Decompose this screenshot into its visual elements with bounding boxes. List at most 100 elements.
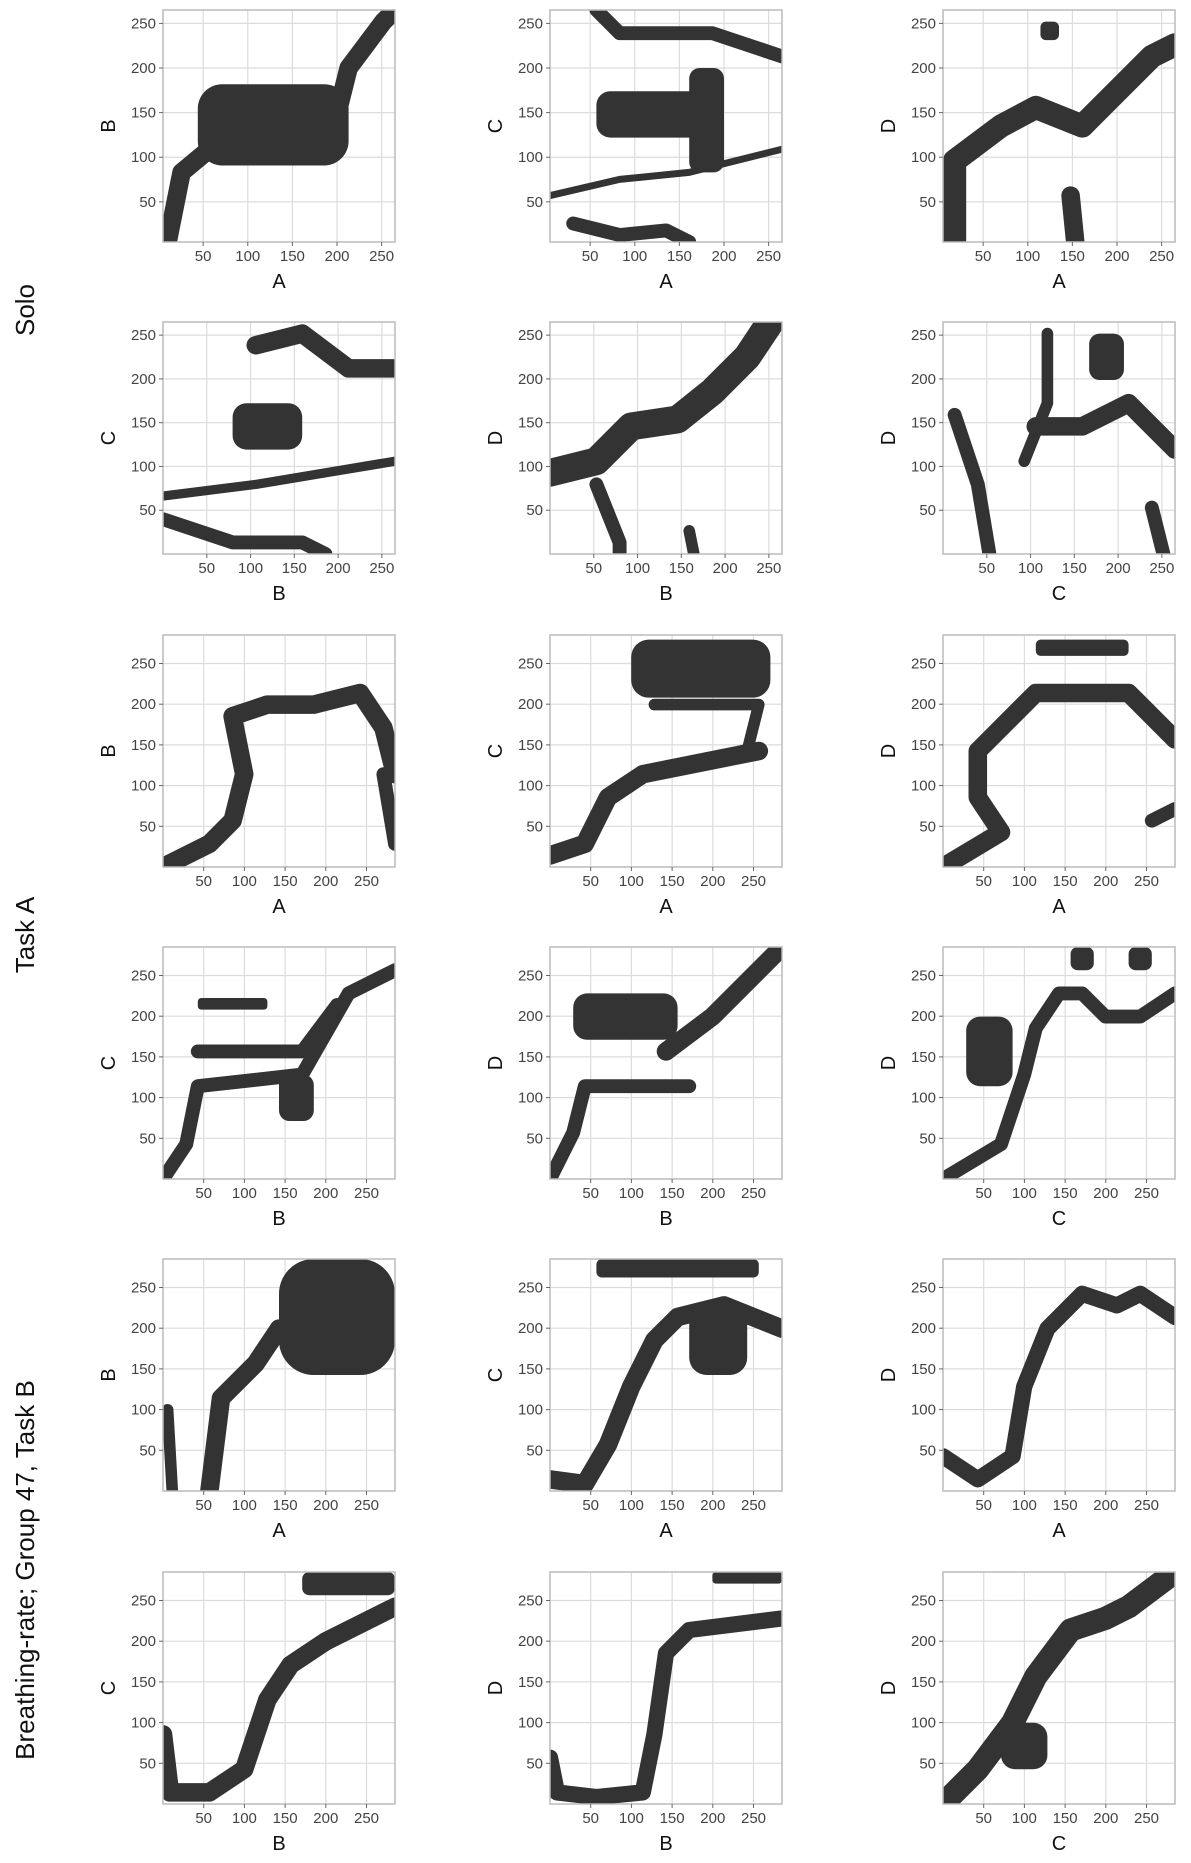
y-axis-label: D xyxy=(878,431,900,445)
y-tick-label: 250 xyxy=(131,967,156,984)
recurrence-band xyxy=(550,322,782,487)
panel: 50 100 150 200 250 50 100 150 200 250 C D xyxy=(878,946,1176,1230)
recurrence-blob xyxy=(573,993,678,1040)
recurrence-band xyxy=(943,33,1175,242)
y-axis-label: D xyxy=(878,744,900,758)
panel: 50 100 150 200 250 50 100 150 200 250 A C xyxy=(485,634,783,918)
recurrence-area xyxy=(163,1572,395,1802)
plot-border xyxy=(942,634,1176,868)
y-tick-label: 50 xyxy=(919,502,936,519)
plot-border xyxy=(942,1571,1176,1805)
y-tick-label: 50 xyxy=(526,1755,543,1772)
y-tick-label: 200 xyxy=(911,371,936,388)
x-tick-label: 50 xyxy=(975,1497,992,1514)
y-axis-label: C xyxy=(98,1056,120,1070)
plot-border xyxy=(162,634,396,868)
y-tick-label: 250 xyxy=(911,1279,936,1296)
y-tick-label: 200 xyxy=(911,1633,936,1650)
x-axis-label: A xyxy=(272,896,286,918)
x-tick-label: 150 xyxy=(273,1185,298,1202)
recurrence-band xyxy=(943,1572,1175,1804)
y-axis-label: D xyxy=(878,1056,900,1070)
y-tick-label: 100 xyxy=(911,778,936,795)
recurrence-area xyxy=(163,1259,395,1491)
panel: 50 100 150 200 250 50 100 150 200 250 B D xyxy=(485,321,783,605)
y-tick-label: 50 xyxy=(139,1130,156,1147)
x-axis-label: A xyxy=(1052,1520,1066,1542)
panel: 50 100 150 200 250 50 100 150 200 250 A D xyxy=(878,634,1176,918)
recurrence-band xyxy=(1144,802,1175,828)
y-tick-label: 200 xyxy=(518,1320,543,1337)
recurrence-blob xyxy=(232,403,303,450)
recurrence-blob xyxy=(1040,21,1059,41)
x-tick-label: 50 xyxy=(975,248,992,265)
x-tick-label: 100 xyxy=(619,873,644,890)
recurrence-blob xyxy=(631,639,771,698)
y-axis-label: D xyxy=(485,431,507,445)
y-tick-label: 150 xyxy=(518,105,543,122)
x-axis-label: B xyxy=(272,583,285,605)
recurrence-band xyxy=(943,1285,1175,1488)
recurrence-area xyxy=(550,639,771,865)
x-tick-label: 200 xyxy=(1093,1810,1118,1827)
panel: 50 100 150 200 250 50 100 150 200 250 A B xyxy=(98,1258,396,1542)
recurrence-blob xyxy=(197,998,268,1010)
y-tick-label: 250 xyxy=(911,327,936,344)
plot-border xyxy=(942,1258,1176,1492)
y-tick-label: 100 xyxy=(518,1090,543,1107)
x-tick-label: 200 xyxy=(324,248,349,265)
y-tick-label: 100 xyxy=(518,149,543,166)
x-axis-label: B xyxy=(272,1833,285,1855)
x-tick-label: 200 xyxy=(700,1810,725,1827)
recurrence-blob xyxy=(966,1016,1013,1087)
y-tick-label: 100 xyxy=(518,778,543,795)
x-tick-label: 200 xyxy=(700,1497,725,1514)
x-tick-label: 150 xyxy=(1053,1185,1078,1202)
x-tick-label: 200 xyxy=(313,1185,338,1202)
x-tick-label: 100 xyxy=(619,1185,644,1202)
recurrence-band xyxy=(1061,186,1085,242)
recurrence-band xyxy=(589,10,782,64)
x-tick-label: 100 xyxy=(622,248,647,265)
x-tick-label: 250 xyxy=(1134,873,1159,890)
y-tick-label: 150 xyxy=(911,1674,936,1691)
y-tick-label: 250 xyxy=(518,327,543,344)
recurrence-area xyxy=(550,322,782,554)
y-tick-label: 250 xyxy=(518,655,543,672)
y-tick-label: 250 xyxy=(131,655,156,672)
y-tick-label: 200 xyxy=(518,60,543,77)
y-tick-label: 50 xyxy=(526,1130,543,1147)
y-tick-label: 100 xyxy=(131,149,156,166)
y-tick-label: 150 xyxy=(911,1049,936,1066)
x-tick-label: 250 xyxy=(1134,1497,1159,1514)
x-tick-label: 50 xyxy=(195,873,212,890)
x-tick-label: 150 xyxy=(669,560,694,577)
panel: 50 100 150 200 250 50 100 150 200 250 A D xyxy=(878,9,1176,293)
recurrence-blob xyxy=(197,84,349,166)
panel: 50 100 150 200 250 50 100 150 200 250 A B xyxy=(98,634,396,918)
y-tick-label: 250 xyxy=(518,1279,543,1296)
y-tick-label: 50 xyxy=(139,1442,156,1459)
x-tick-label: 150 xyxy=(660,1497,685,1514)
y-tick-label: 200 xyxy=(131,1320,156,1337)
recurrence-area xyxy=(163,324,395,554)
panel: 50 100 150 200 250 50 100 150 200 250 B C xyxy=(98,321,396,605)
y-tick-label: 150 xyxy=(131,737,156,754)
y-tick-label: 100 xyxy=(518,1715,543,1732)
x-tick-label: 200 xyxy=(1093,1185,1118,1202)
x-tick-label: 100 xyxy=(1012,873,1037,890)
x-tick-label: 250 xyxy=(1134,1810,1159,1827)
recurrence-area xyxy=(163,10,395,242)
recurrence-area xyxy=(163,683,395,867)
x-tick-label: 200 xyxy=(1104,248,1129,265)
x-tick-label: 100 xyxy=(1015,248,1040,265)
y-axis-label: C xyxy=(98,1681,120,1695)
y-tick-label: 250 xyxy=(131,1592,156,1609)
x-tick-label: 200 xyxy=(1093,1497,1118,1514)
recurrence-area xyxy=(163,963,395,1179)
x-tick-label: 250 xyxy=(1149,560,1174,577)
x-tick-label: 200 xyxy=(1093,873,1118,890)
x-tick-label: 200 xyxy=(1106,560,1131,577)
y-tick-label: 150 xyxy=(518,1674,543,1691)
